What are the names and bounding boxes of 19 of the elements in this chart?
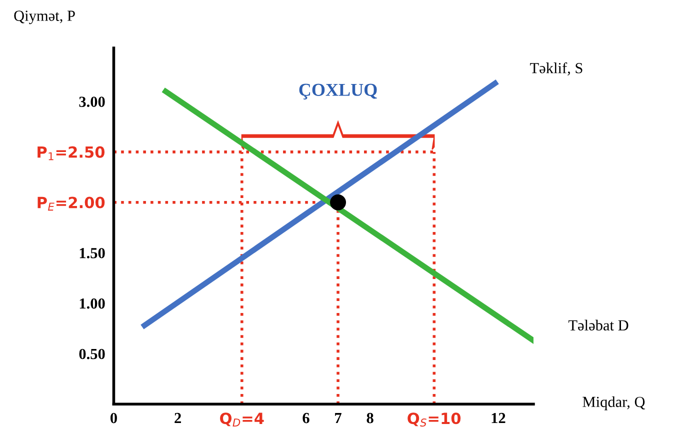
- x-tick-label: 8: [366, 412, 374, 424]
- y-tick-label: P$_{1}$=2.50: [38, 146, 105, 160]
- x-tick-label: 0: [110, 412, 117, 424]
- y-tick-label: 3.00: [79, 96, 105, 108]
- annotation: ÇOXLUQ: [299, 84, 377, 100]
- x-tick-label: 6: [302, 412, 310, 424]
- x-tick-label: Q$_{S}$=10: [408, 412, 461, 427]
- y-tick-label: 0.50: [79, 348, 105, 360]
- x-tick-label: Q$_{D}$=4: [220, 412, 264, 426]
- text: Tələbat D: [568, 320, 628, 331]
- x-axis-title: Miqdar, Q: [582, 396, 645, 410]
- y-tick-label: 1.00: [80, 298, 105, 309]
- x-tick-label: 7: [335, 413, 342, 424]
- x-tick-label: 2: [174, 412, 181, 424]
- y-tick-label: P$_{E}$=2.00: [38, 196, 105, 211]
- y-tick-label: 1.50: [80, 248, 105, 258]
- y-axis-title: Qiymət, P: [14, 10, 75, 24]
- x-tick-label: 12: [492, 412, 506, 424]
- text: Təklif, S: [530, 62, 582, 76]
